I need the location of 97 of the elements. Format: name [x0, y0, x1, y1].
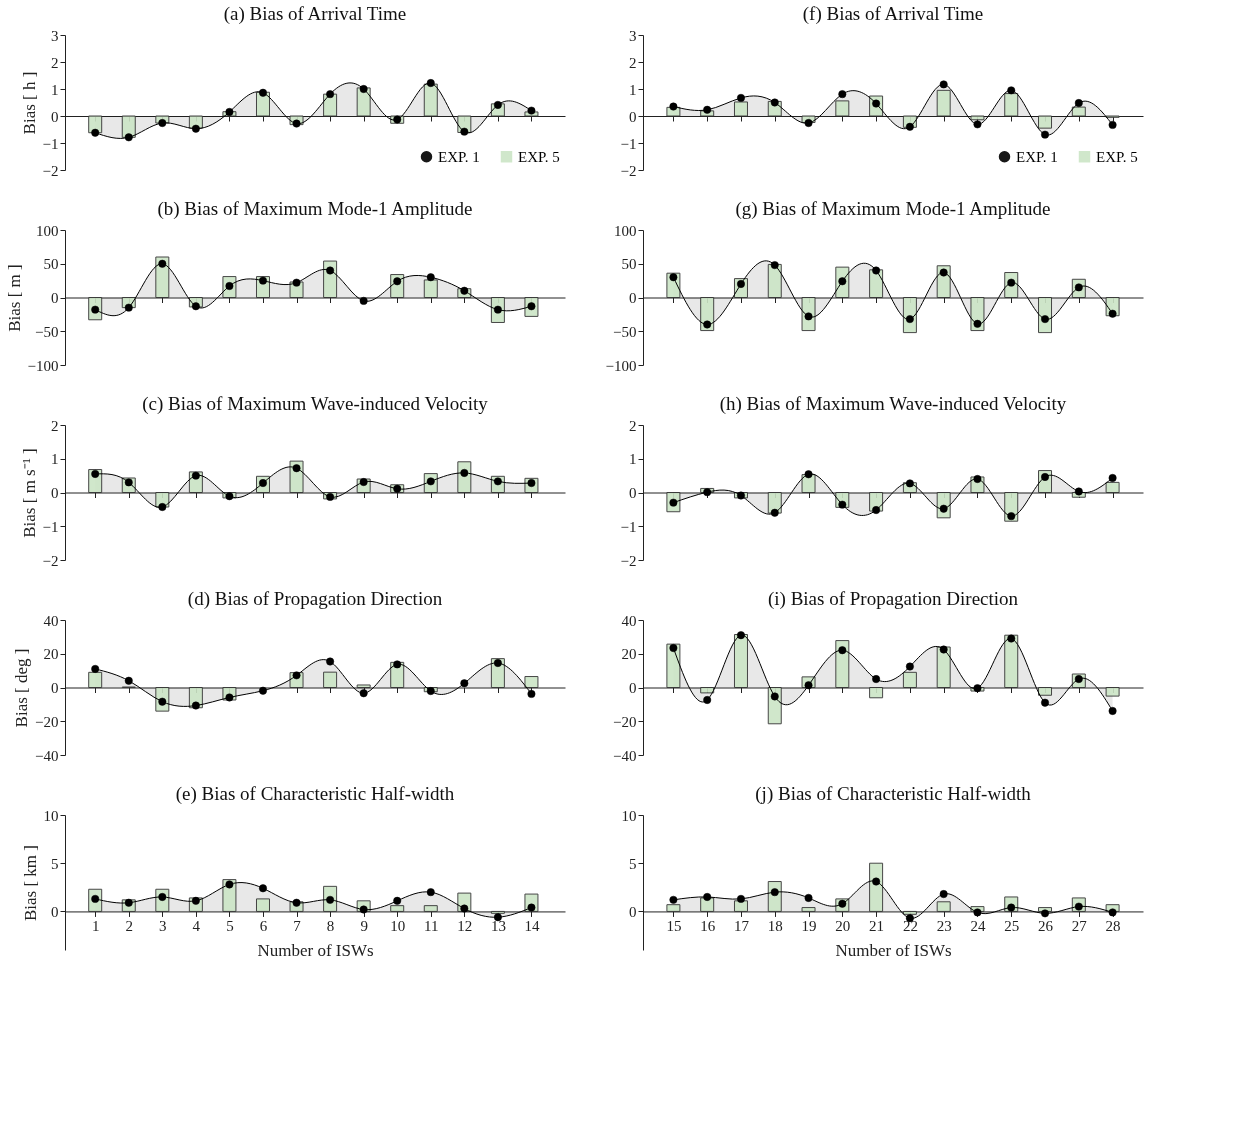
y-tick-label: 20	[43, 646, 59, 663]
y-tick-label: 0	[629, 108, 637, 125]
x-tick-label: 23	[936, 917, 952, 934]
y-tick-label: −2	[42, 552, 59, 569]
x-tick-label: 17	[733, 917, 750, 934]
x-tick-label: 13	[490, 917, 506, 934]
x-tick-label: 26	[1038, 917, 1054, 934]
y-tick-label: 3	[51, 27, 59, 44]
y-tick-label: −2	[620, 552, 637, 569]
y-tick-label: 0	[51, 290, 59, 306]
x-tick-label: 16	[700, 917, 716, 934]
y-tick-label: −50	[613, 323, 637, 340]
y-tick-label: 0	[629, 903, 637, 920]
chart-title: (d) Bias of Propagation Direction	[187, 588, 443, 610]
y-axis-title: Bias [ km ]	[20, 844, 40, 922]
y-tick-label: 100	[36, 222, 59, 239]
x-tick-label: 25	[1004, 917, 1020, 934]
x-tick-label: 21	[869, 917, 885, 934]
x-tick-label: 27	[1071, 917, 1088, 934]
y-tick-label: 2	[51, 54, 59, 71]
y-tick-label: −20	[35, 713, 59, 730]
y-tick-label: 10	[43, 807, 59, 824]
y-tick-label: 1	[629, 81, 637, 98]
legend-label: EXP. 1	[1016, 148, 1058, 165]
x-axis-title: Number of ISWs	[257, 940, 374, 960]
chart-title: (b) Bias of Maximum Mode-1 Amplitude	[157, 198, 473, 220]
x-tick-label: 10	[390, 917, 406, 934]
y-tick-label: −1	[42, 518, 59, 535]
y-tick-label: −1	[620, 518, 637, 535]
x-tick-label: 2	[125, 917, 134, 934]
y-tick-label: −100	[27, 357, 59, 374]
chart-title: (j) Bias of Characteristic Half-width	[755, 783, 1032, 805]
x-tick-label: 22	[902, 917, 918, 934]
y-tick-label: 20	[621, 646, 637, 663]
chart-title: (a) Bias of Arrival Time	[223, 3, 407, 25]
y-tick-label: 40	[43, 612, 59, 629]
legend-label: EXP. 1	[438, 148, 480, 165]
chart-title: (h) Bias of Maximum Wave-induced Velocity	[719, 393, 1067, 415]
y-tick-label: 0	[629, 290, 637, 306]
x-tick-label: 19	[801, 917, 817, 934]
y-tick-label: −100	[605, 357, 637, 374]
x-tick-label: 6	[259, 917, 268, 934]
y-tick-label: −2	[620, 162, 637, 179]
legend-label: EXP. 5	[518, 148, 560, 165]
y-tick-label: 100	[614, 222, 637, 239]
y-tick-label: −1	[42, 135, 59, 152]
x-tick-label: 8	[326, 917, 335, 934]
y-tick-label: −20	[613, 713, 637, 730]
chart-title: (g) Bias of Maximum Mode-1 Amplitude	[735, 198, 1051, 220]
chart-title: (i) Bias of Propagation Direction	[767, 588, 1019, 610]
y-tick-label: 0	[51, 108, 59, 125]
x-tick-label: 1	[91, 917, 100, 934]
y-axis-title: Bias [ h ]	[19, 71, 39, 135]
y-tick-label: 2	[51, 417, 59, 434]
x-tick-label: 20	[835, 917, 851, 934]
y-tick-label: 0	[51, 485, 59, 501]
y-axis-title: Bias [ m ]	[4, 264, 24, 332]
x-tick-label: 15	[666, 917, 682, 934]
y-tick-label: 5	[629, 855, 637, 872]
y-tick-label: −40	[35, 747, 59, 764]
y-tick-label: 1	[51, 451, 59, 468]
x-tick-label: 28	[1105, 917, 1121, 934]
y-tick-label: 2	[629, 417, 637, 434]
x-tick-label: 14	[524, 917, 540, 934]
y-tick-label: 10	[621, 807, 637, 824]
y-tick-label: −2	[42, 162, 59, 179]
y-tick-label: 0	[629, 485, 637, 501]
y-tick-label: 5	[51, 855, 59, 872]
y-tick-label: 1	[51, 81, 59, 98]
legend-label: EXP. 5	[1096, 148, 1138, 165]
chart-title: (e) Bias of Characteristic Half-width	[175, 783, 455, 805]
y-tick-label: −1	[620, 135, 637, 152]
x-tick-label: 4	[192, 917, 201, 934]
x-tick-label: 12	[457, 917, 473, 934]
x-tick-label: 18	[767, 917, 783, 934]
y-axis-title: Bias [ m s⁻¹ ]	[19, 448, 39, 538]
chart-title: (c) Bias of Maximum Wave-induced Velocity	[142, 393, 489, 415]
y-tick-label: 3	[629, 27, 637, 44]
y-tick-label: 0	[629, 680, 637, 696]
y-tick-label: 0	[51, 903, 59, 920]
y-tick-label: 0	[51, 680, 59, 696]
y-tick-label: 1	[629, 451, 637, 468]
x-tick-label: 11	[424, 917, 439, 934]
x-tick-label: 24	[970, 917, 986, 934]
y-tick-label: −40	[613, 747, 637, 764]
y-axis-title: Bias [ deg ]	[12, 648, 32, 728]
y-tick-label: 50	[43, 256, 59, 273]
x-tick-label: 7	[293, 917, 302, 934]
chart-title: (f) Bias of Arrival Time	[802, 3, 984, 25]
y-tick-label: 2	[629, 54, 637, 71]
x-tick-label: 9	[360, 917, 368, 934]
y-tick-label: −50	[35, 323, 59, 340]
y-tick-label: 40	[621, 612, 637, 629]
y-tick-label: 50	[621, 256, 637, 273]
x-axis-title: Number of ISWs	[835, 940, 952, 960]
x-tick-label: 3	[159, 917, 167, 934]
x-tick-label: 5	[226, 917, 234, 934]
